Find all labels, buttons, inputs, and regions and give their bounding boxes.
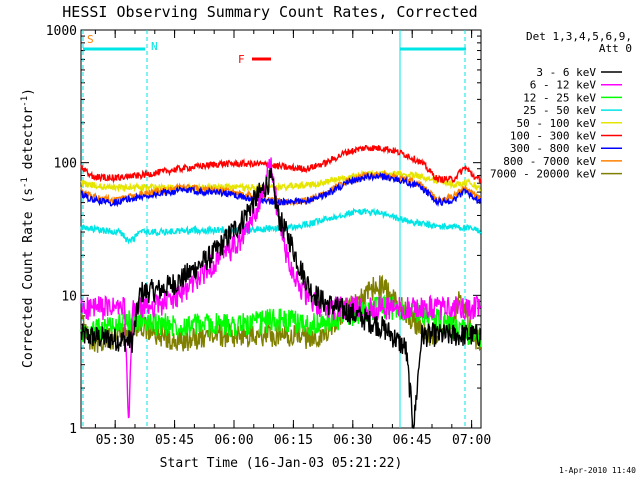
legend-label: 100 - 300 keV	[510, 130, 596, 143]
x-axis: 05:30 05:45 06:00 06:15 06:30 06:45 07:00	[94, 30, 491, 448]
x-axis-label: Start Time (16-Jan-03 05:21:22)	[160, 456, 403, 471]
chart-title: HESSI Observing Summary Count Rates, Cor…	[62, 3, 477, 21]
y-tick-label: 1000	[46, 24, 77, 39]
flag-label-saa: S	[87, 33, 94, 46]
series-line-5	[80, 144, 482, 184]
legend-header-2: Att 0	[599, 42, 632, 55]
legend-label: 6 - 12 keV	[530, 79, 597, 92]
x-tick-label: 05:30	[96, 433, 135, 448]
flag-label-night: N	[151, 40, 158, 53]
y-tick-label: 1	[69, 422, 77, 437]
legend-label: 3 - 6 keV	[536, 66, 596, 79]
legend-label: 800 - 7000 keV	[503, 155, 596, 168]
x-tick-label: 06:30	[333, 433, 372, 448]
x-tick-label: 05:45	[155, 433, 194, 448]
y-axis: 1 10 100 1000	[46, 24, 481, 437]
legend-header-1: Det 1,3,4,5,6,9,	[526, 30, 632, 43]
series-line-4	[80, 169, 482, 194]
x-tick-label: 06:45	[393, 433, 432, 448]
flag-label-flare: F	[238, 53, 245, 66]
series-lines	[80, 144, 482, 429]
legend-label: 25 - 50 keV	[523, 104, 596, 117]
legend-label: 300 - 800 keV	[510, 142, 596, 155]
legend-label: 12 - 25 keV	[523, 91, 596, 104]
x-tick-label: 06:15	[274, 433, 313, 448]
footer-timestamp: 1-Apr-2010 11:40	[559, 466, 636, 475]
x-tick-label: 07:00	[452, 433, 491, 448]
y-tick-label: 10	[61, 289, 77, 304]
series-line-6	[80, 171, 482, 208]
y-axis-label: Corrected Count Rate (s-1 detector-1)	[20, 88, 36, 368]
series-line-0	[80, 167, 482, 429]
legend-label: 7000 - 20000 keV	[490, 168, 596, 181]
legend-label: 50 - 100 keV	[517, 117, 597, 130]
x-tick-label: 06:00	[214, 433, 253, 448]
y-tick-label: 100	[54, 157, 77, 172]
